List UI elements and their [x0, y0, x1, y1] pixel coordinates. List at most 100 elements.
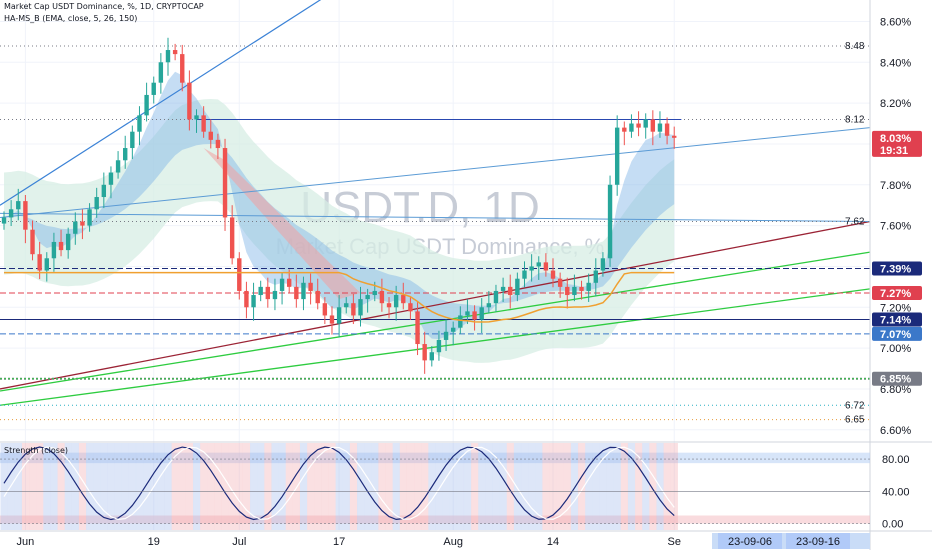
strength-bar — [107, 443, 115, 530]
candle-body — [614, 127, 620, 185]
candle — [30, 220, 35, 261]
price-tick: 8.20% — [880, 98, 911, 110]
strength-bar — [328, 443, 336, 530]
candle-body — [229, 217, 235, 259]
strength-bar — [349, 443, 358, 530]
candle-body — [151, 82, 156, 95]
strength-bar — [143, 443, 151, 530]
candle — [607, 175, 613, 267]
candle-body — [244, 290, 249, 308]
candle — [272, 278, 278, 311]
strength-bar — [185, 443, 194, 530]
candle — [58, 229, 64, 257]
candle — [379, 278, 385, 312]
candle-body — [251, 295, 256, 308]
strength-bar — [528, 443, 536, 530]
strength-bar — [178, 443, 186, 530]
candle-body — [123, 148, 128, 161]
strength-bar — [613, 443, 621, 530]
candle-body — [308, 282, 313, 291]
candle — [258, 280, 263, 302]
candle — [130, 125, 135, 160]
level-label: 8.12 — [845, 114, 865, 125]
strength-bar — [606, 443, 614, 530]
candle — [1, 211, 7, 230]
strength-bar — [542, 443, 550, 530]
price-badge-text: 7.14% — [880, 315, 911, 327]
candle — [308, 273, 313, 305]
subpanel-label[interactable]: Strength (close) — [4, 446, 68, 455]
candle-body — [8, 209, 14, 218]
strength-bar — [164, 443, 172, 530]
strength-bar — [635, 443, 643, 530]
candle — [415, 302, 420, 356]
candle-body — [465, 311, 470, 316]
strength-bar — [235, 443, 243, 530]
candle-body — [493, 290, 499, 304]
strength-bar — [556, 443, 564, 530]
candle — [108, 166, 114, 199]
strength-bar — [478, 443, 486, 530]
candle-body — [287, 278, 292, 287]
time-tick: 17 — [333, 536, 345, 548]
time-badge — [786, 533, 850, 549]
strength-bar — [620, 443, 629, 530]
candle-body — [51, 241, 57, 259]
candle-body — [144, 94, 149, 116]
strength-bar — [257, 443, 265, 530]
candle-body — [643, 119, 648, 128]
candle-body — [172, 50, 178, 55]
strength-bar — [93, 443, 101, 530]
symbol-header[interactable]: Market Cap USDT Dominance, %, 1D, CRYPTO… — [4, 2, 204, 11]
strength-bar — [670, 443, 678, 530]
trendline-mid — [0, 127, 871, 218]
candle — [65, 227, 71, 259]
ema-ribbon — [4, 71, 675, 340]
candle-body — [408, 303, 413, 312]
candle — [329, 306, 335, 335]
candle — [622, 121, 627, 146]
candle-body — [108, 172, 114, 185]
strength-bar — [663, 443, 671, 530]
strength-bar — [78, 443, 87, 530]
time-tick: Jul — [232, 536, 246, 548]
strength-bar — [228, 443, 236, 530]
strength-bar — [271, 443, 279, 530]
price-tick: 7.60% — [880, 221, 911, 233]
candle — [664, 117, 670, 145]
strength-bar — [563, 443, 571, 530]
level-label: 6.72 — [845, 400, 865, 411]
candle-body — [315, 290, 320, 304]
candle — [500, 277, 506, 302]
price-badge-text: 8.03% — [880, 133, 911, 145]
candle-body — [87, 209, 92, 226]
candle — [180, 44, 185, 92]
strength-bar — [250, 443, 258, 530]
strength-bar — [406, 443, 415, 530]
candle-body — [550, 270, 556, 279]
strength-bar — [399, 443, 407, 530]
candle-body — [500, 286, 506, 291]
candle — [365, 288, 370, 313]
candle — [8, 200, 14, 227]
indicator-label[interactable]: HA-MS_B (EMA, close, 5, 26, 150) — [4, 14, 138, 23]
strength-bar — [307, 443, 315, 530]
strength-bar — [29, 443, 37, 530]
strength-bar — [449, 443, 457, 530]
candle-body — [115, 160, 121, 173]
strength-bar — [242, 443, 251, 530]
candle-body — [529, 266, 534, 271]
strength-bar — [463, 443, 472, 530]
strength-bar — [414, 443, 422, 530]
strength-bar — [292, 443, 301, 530]
candle — [344, 297, 349, 314]
strength-bar — [221, 443, 229, 530]
candle — [508, 274, 513, 309]
price-badge — [872, 285, 922, 300]
candle-body — [422, 344, 427, 361]
candle-body — [401, 295, 406, 304]
candle-body — [201, 115, 206, 132]
candle — [265, 277, 271, 308]
